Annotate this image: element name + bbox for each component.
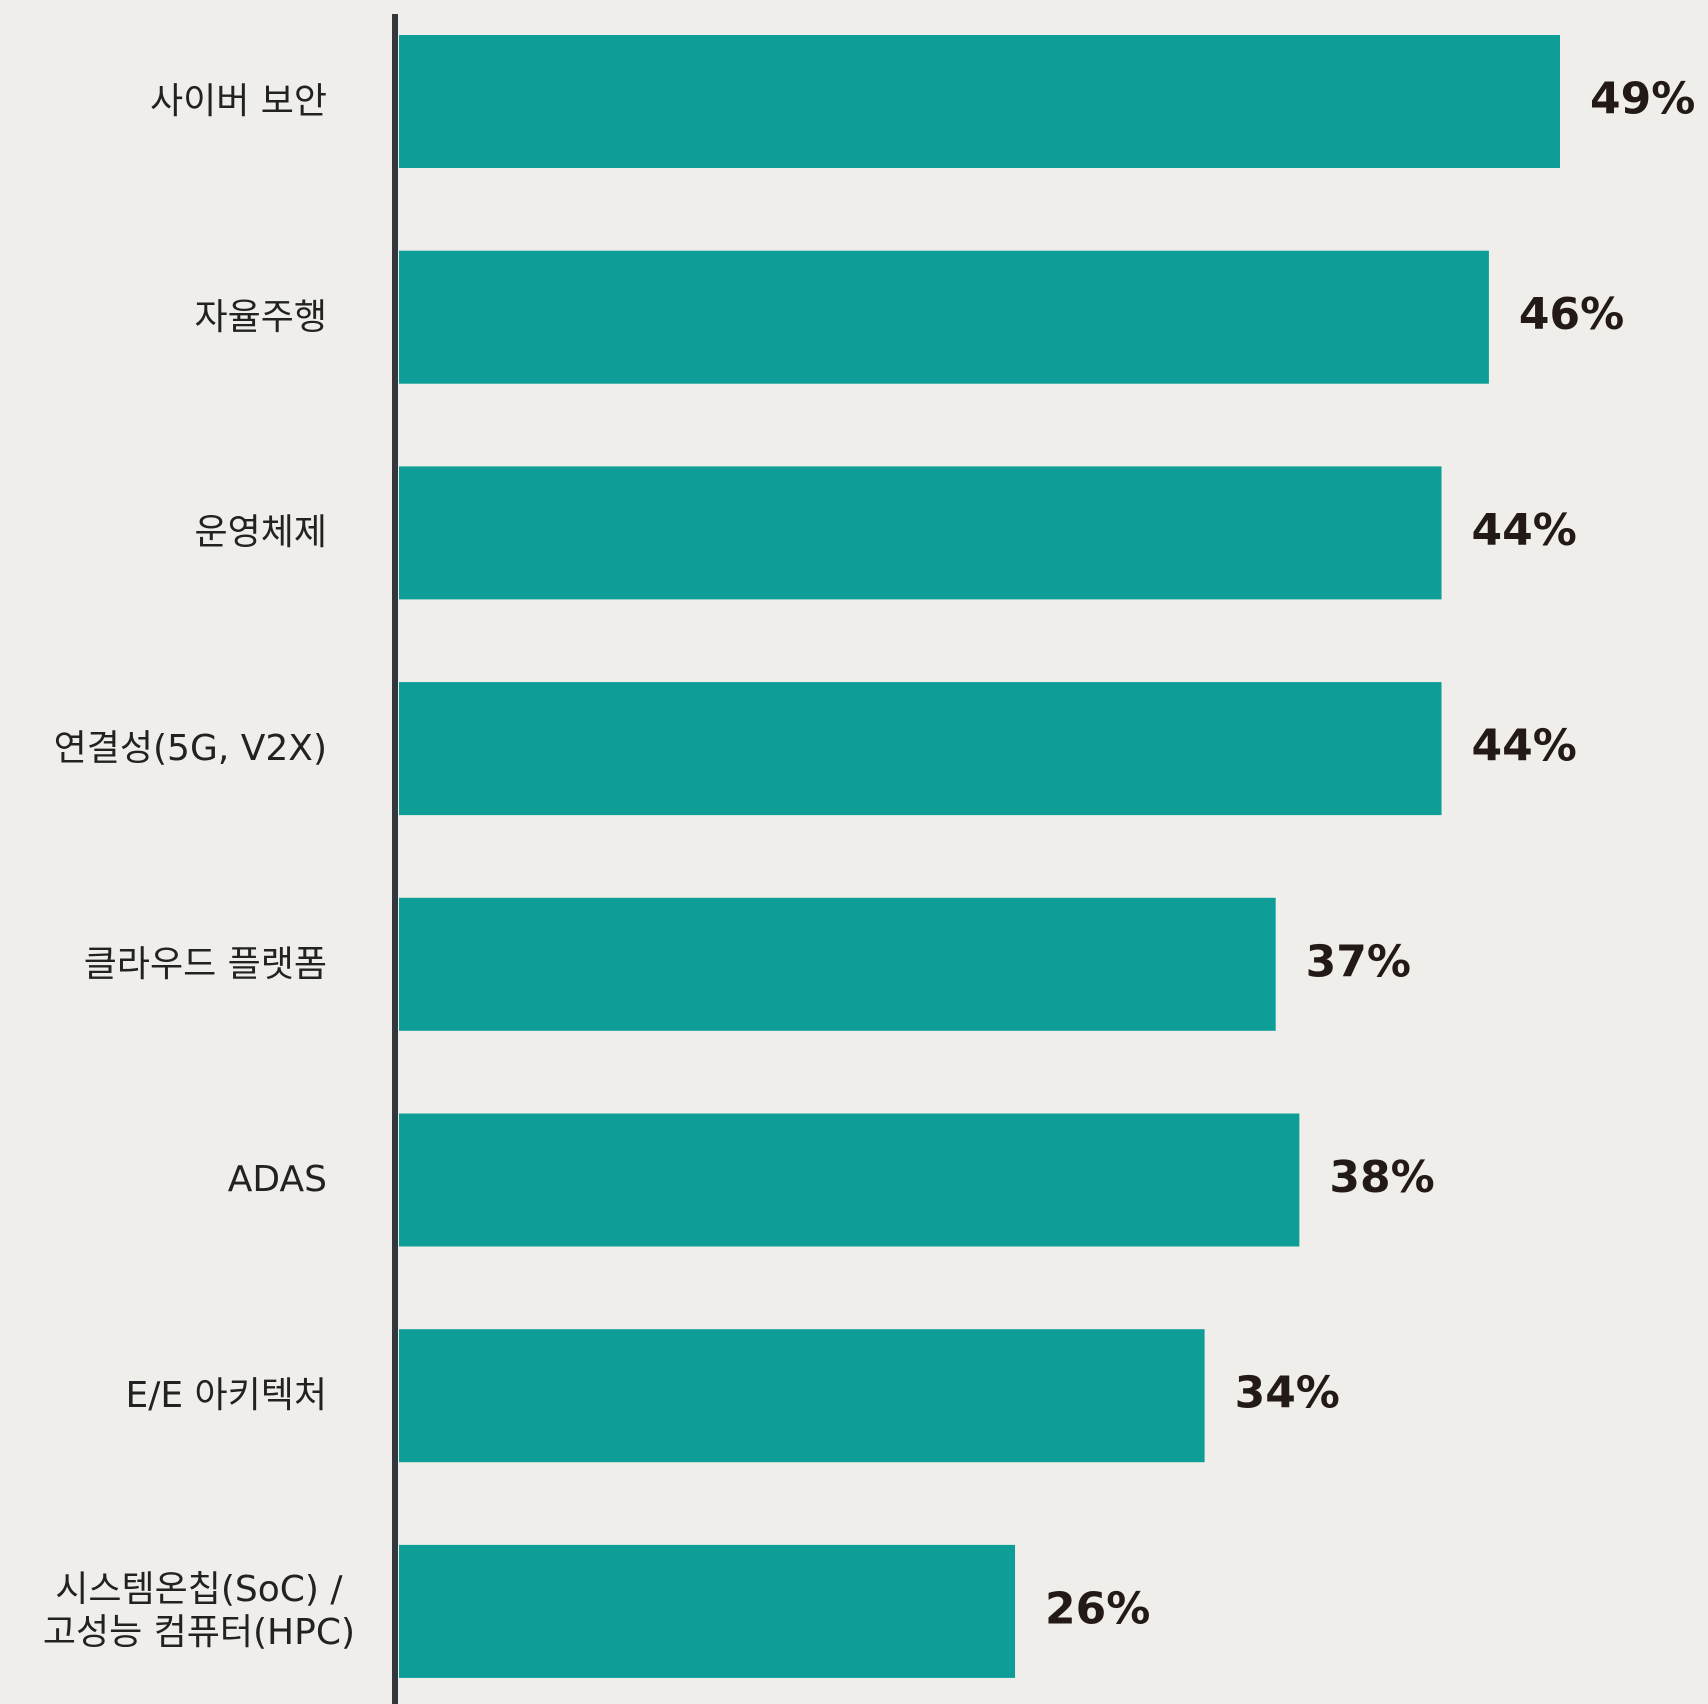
value-label: 37% xyxy=(1306,936,1411,987)
bar xyxy=(399,1113,1300,1247)
bar xyxy=(399,250,1489,384)
value-label: 34% xyxy=(1235,1368,1340,1419)
category-label: E/E 아키텍처 xyxy=(125,1375,327,1417)
bar xyxy=(399,1544,1016,1678)
category-label: ADAS xyxy=(227,1159,327,1201)
category-label: 운영체제 xyxy=(194,512,327,554)
bar xyxy=(399,1329,1205,1463)
category-label: 시스템온칩(SoC) / 고성능 컴퓨터(HPC) xyxy=(42,1569,355,1654)
value-label: 38% xyxy=(1329,1152,1434,1203)
value-label: 49% xyxy=(1590,74,1695,125)
value-label: 44% xyxy=(1472,721,1577,772)
category-label: 자율주행 xyxy=(194,296,327,338)
bar xyxy=(399,682,1442,816)
value-label: 26% xyxy=(1045,1583,1150,1634)
category-label: 연결성(5G, V2X) xyxy=(53,728,327,769)
bar xyxy=(399,897,1276,1031)
category-label: 사이버 보안 xyxy=(149,80,327,122)
bar xyxy=(399,466,1442,600)
value-label: 46% xyxy=(1519,289,1624,340)
category-label: 클라우드 플랫폼 xyxy=(83,943,327,985)
bar xyxy=(399,35,1560,168)
value-label: 44% xyxy=(1472,505,1577,556)
